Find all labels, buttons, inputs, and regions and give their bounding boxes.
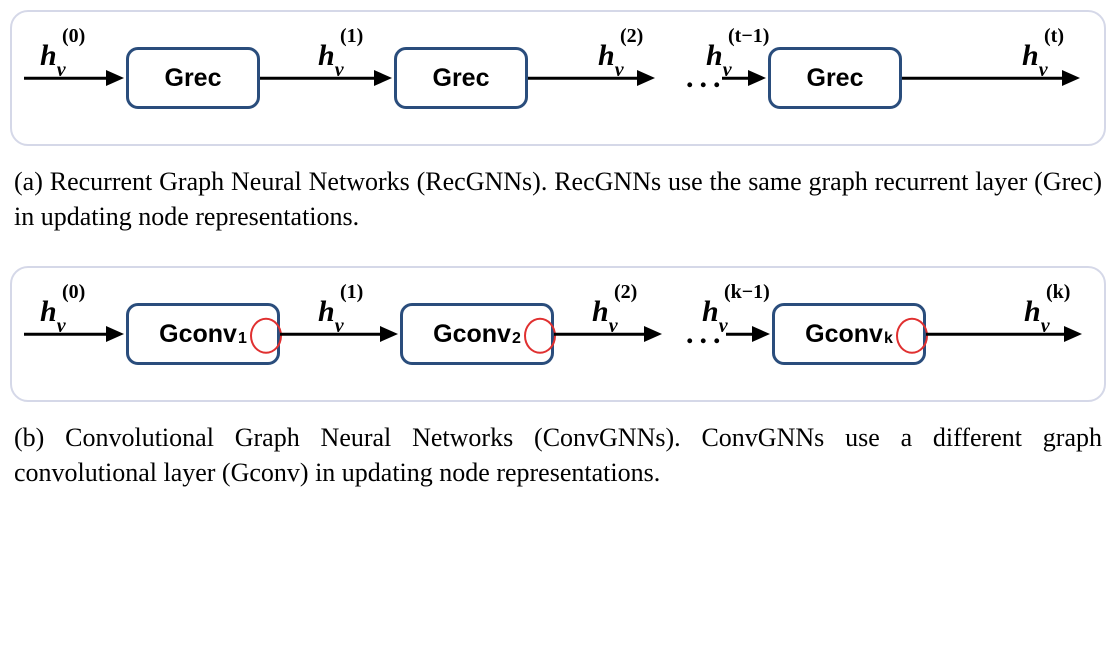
arrow-b-1: hv(1) <box>280 306 400 362</box>
red-circle-1 <box>250 318 282 354</box>
label-a-h0: hv(0) <box>40 39 66 78</box>
box-label: Gconv <box>159 320 237 349</box>
h-base: h <box>40 295 57 328</box>
red-circle-k <box>896 318 928 354</box>
box-label: Grec <box>165 64 222 93</box>
h-base: h <box>40 39 57 72</box>
label-a-h1: hv(1) <box>318 39 344 78</box>
box-label: Gconv <box>805 320 883 349</box>
box-a-grec-1: Grec <box>126 47 260 109</box>
h-sup: (1) <box>340 281 363 304</box>
diagram-a-flow: hv(0) Grec hv(1) Grec hv(2) <box>22 24 1094 132</box>
label-a-h2: hv(2) <box>598 39 624 78</box>
arrow-a-0: hv(0) <box>24 50 126 106</box>
caption-b: (b) Convolutional Graph Neural Networks … <box>10 420 1106 490</box>
arrow-a-1: hv(1) <box>260 50 394 106</box>
box-label: Gconv <box>433 320 511 349</box>
label-b-h1: hv(1) <box>318 295 344 334</box>
h-sup: (t) <box>1044 25 1064 48</box>
h-base: h <box>318 295 335 328</box>
label-b-hkm1: hv(k−1) <box>702 295 728 334</box>
diagram-a-container: hv(0) Grec hv(1) Grec hv(2) <box>10 10 1106 146</box>
arrow-b-final: hv(k) <box>926 306 1088 362</box>
label-a-ht: hv(t) <box>1022 39 1048 78</box>
label-a-htm1: hv(t−1) <box>706 39 732 78</box>
diagram-b-flow: hv(0) Gconv1 hv(1) Gconv2 hv(2) <box>22 280 1094 388</box>
caption-a: (a) Recurrent Graph Neural Networks (Rec… <box>10 164 1106 234</box>
box-sub: k <box>884 330 893 348</box>
arrow-b-0: hv(0) <box>24 306 126 362</box>
h-sup: (t−1) <box>728 25 769 48</box>
box-sub: 2 <box>512 330 521 348</box>
h-sup: (1) <box>340 25 363 48</box>
h-sup: (0) <box>62 25 85 48</box>
diagram-b-container: hv(0) Gconv1 hv(1) Gconv2 hv(2) <box>10 266 1106 402</box>
h-base: h <box>1024 295 1041 328</box>
h-sup: (k) <box>1046 281 1070 304</box>
box-label: Grec <box>433 64 490 93</box>
label-b-h0: hv(0) <box>40 295 66 334</box>
h-base: h <box>592 295 609 328</box>
red-circle-2 <box>524 318 556 354</box>
label-b-h2: hv(2) <box>592 295 618 334</box>
box-b-gconv-2: Gconv2 <box>400 303 554 365</box>
box-a-grec-2: Grec <box>394 47 528 109</box>
label-b-hk: hv(k) <box>1024 295 1050 334</box>
box-label: Grec <box>807 64 864 93</box>
box-sub: 1 <box>238 330 247 348</box>
box-a-grec-3: Grec <box>768 47 902 109</box>
box-b-gconv-k: Gconvk <box>772 303 926 365</box>
h-sup: (k−1) <box>724 281 770 304</box>
h-sup: (2) <box>614 281 637 304</box>
h-sup: (0) <box>62 281 85 304</box>
arrow-a-final: hv(t) <box>902 50 1088 106</box>
h-sup: (2) <box>620 25 643 48</box>
arrow-a-dots: hv(2) ... hv(t−1) <box>528 50 768 106</box>
h-base: h <box>702 295 719 328</box>
h-base: h <box>1022 39 1039 72</box>
box-b-gconv-1: Gconv1 <box>126 303 280 365</box>
h-base: h <box>706 39 723 72</box>
h-base: h <box>318 39 335 72</box>
arrow-b-dots: hv(2) ... hv(k−1) <box>554 306 772 362</box>
h-base: h <box>598 39 615 72</box>
